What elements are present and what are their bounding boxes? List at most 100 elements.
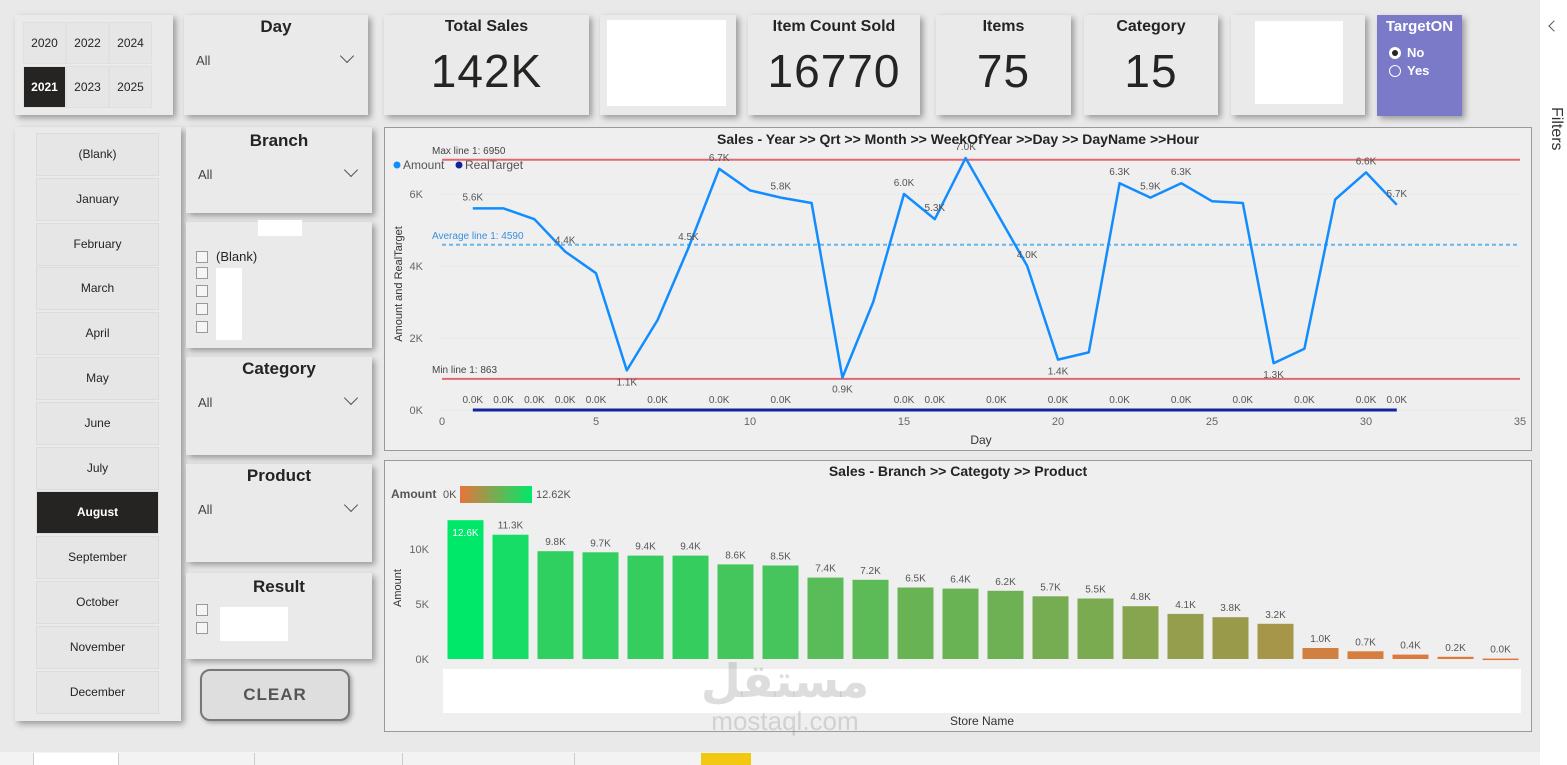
target-data-label: 0.0K xyxy=(524,395,545,406)
product-dropdown[interactable]: All xyxy=(186,497,372,524)
month-button-december[interactable]: December xyxy=(37,671,158,713)
reference-line-label: Max line 1: 6950 xyxy=(432,146,506,157)
kpi-item-count: Item Count Sold 16770 xyxy=(748,15,920,115)
branch-slicer: Branch All xyxy=(186,127,372,213)
year-button-2025[interactable]: 2025 xyxy=(110,67,151,107)
year-button-2022[interactable]: 2022 xyxy=(67,23,108,63)
bar-data-label: 12.6K xyxy=(452,528,478,539)
data-label: 5.9K xyxy=(1140,182,1161,193)
target-option-yes[interactable]: Yes xyxy=(1389,63,1429,78)
legend-label: Amount xyxy=(403,158,445,172)
year-button-2023[interactable]: 2023 xyxy=(67,67,108,107)
month-button-october[interactable]: October xyxy=(37,582,158,623)
page-tab-active[interactable] xyxy=(701,753,751,765)
target-option-yes-label: Yes xyxy=(1407,63,1430,78)
bar-data-label: 9.7K xyxy=(590,538,611,549)
y-axis-label: Amount and RealTarget xyxy=(393,226,405,342)
bar xyxy=(1482,658,1519,661)
data-label: 6.3K xyxy=(1109,167,1130,178)
x-tick-label: 30 xyxy=(1360,416,1372,428)
blank-card-2-content xyxy=(1255,21,1343,104)
checkbox-icon[interactable] xyxy=(196,303,208,315)
bar xyxy=(627,555,664,659)
branch-dropdown-value: All xyxy=(198,167,213,182)
zone-item-blank[interactable]: (Blank) xyxy=(196,249,257,264)
legend-max-label: 12.62K xyxy=(536,489,572,501)
checkbox-icon[interactable] xyxy=(196,321,208,333)
target-data-label: 0.0K xyxy=(771,395,792,406)
y-tick-label: 0K xyxy=(416,654,430,666)
x-tick-label: 5 xyxy=(593,416,599,428)
checkbox-icon[interactable] xyxy=(196,285,208,297)
year-button-2020[interactable]: 2020 xyxy=(24,23,65,63)
data-label: 5.8K xyxy=(771,182,792,193)
legend-marker xyxy=(393,161,401,169)
result-slicer: Result xyxy=(186,573,372,659)
month-button-august[interactable]: August xyxy=(37,492,158,534)
checkbox-icon[interactable] xyxy=(196,622,208,634)
page-tab[interactable] xyxy=(402,753,403,765)
month-button-february[interactable]: February xyxy=(37,223,158,265)
branch-dropdown[interactable]: All xyxy=(186,162,372,189)
bar-data-label: 0.7K xyxy=(1355,637,1376,648)
checkbox-icon[interactable] xyxy=(196,604,208,616)
bar xyxy=(762,565,799,659)
bar xyxy=(1077,598,1114,659)
bar-chart: Amount 0K 12.62K 0K 5K 10K Amount 12.6K 11.3K 9.8… xyxy=(391,486,1521,728)
chevron-down-icon xyxy=(343,497,359,513)
kpi-category-value: 15 xyxy=(1124,45,1178,97)
x-tick-label: 0 xyxy=(439,416,445,428)
page-tab[interactable] xyxy=(574,753,575,765)
target-data-label: 0.0K xyxy=(1356,395,1377,406)
target-data-label: 0.0K xyxy=(709,395,730,406)
bar-chart-card: Sales - Branch >> Categoty >> Product Am… xyxy=(384,460,1532,732)
bar-data-label: 4.8K xyxy=(1130,592,1151,603)
page-tab[interactable] xyxy=(33,753,119,765)
month-button-november[interactable]: November xyxy=(37,626,158,668)
target-data-label: 0.0K xyxy=(647,395,668,406)
month-button-april[interactable]: April xyxy=(37,313,158,355)
page-tab[interactable] xyxy=(254,753,255,765)
collapse-chevron-icon[interactable] xyxy=(1548,20,1560,32)
category-dropdown[interactable]: All xyxy=(186,390,372,417)
bar-data-label: 3.8K xyxy=(1220,603,1241,614)
target-data-label: 0.0K xyxy=(894,395,915,406)
clear-button[interactable]: CLEAR xyxy=(200,669,350,721)
blank-card-2 xyxy=(1231,15,1365,115)
month-button-september[interactable]: September xyxy=(37,537,158,579)
day-dropdown[interactable]: All xyxy=(184,45,368,75)
month-button-may[interactable]: May xyxy=(37,358,158,399)
kpi-items: Items 75 xyxy=(936,15,1071,115)
bar-data-label: 0.4K xyxy=(1400,641,1421,652)
month-button-june[interactable]: June xyxy=(37,402,158,444)
bar xyxy=(537,551,574,659)
kpi-category: Category 15 xyxy=(1084,15,1218,115)
x-tick-label: 10 xyxy=(744,416,756,428)
target-option-no-label: No xyxy=(1407,45,1425,60)
bar xyxy=(942,588,979,659)
category-dropdown-value: All xyxy=(198,395,213,410)
bar-data-label: 9.8K xyxy=(545,537,566,548)
bar xyxy=(672,555,709,659)
month-button-blank[interactable]: (Blank) xyxy=(37,134,158,175)
target-data-label: 0.0K xyxy=(1171,395,1192,406)
data-label: 5.3K xyxy=(925,203,946,214)
target-data-label: 0.0K xyxy=(925,395,946,406)
bar-data-label: 6.2K xyxy=(995,577,1016,588)
y-tick-label: 2K xyxy=(410,333,424,345)
year-button-2024[interactable]: 2024 xyxy=(110,23,151,63)
bar-data-label: 7.2K xyxy=(860,566,881,577)
bar-data-label: 11.3K xyxy=(498,521,524,532)
filters-pane[interactable]: Filters xyxy=(1540,0,1567,765)
bar-data-label: 6.5K xyxy=(905,574,926,585)
month-button-july[interactable]: July xyxy=(37,447,158,489)
month-button-january[interactable]: January xyxy=(37,178,158,220)
checkbox-icon[interactable] xyxy=(196,267,208,279)
target-toggle: TargetON No Yes xyxy=(1377,15,1462,116)
x-tick-label: 35 xyxy=(1514,416,1526,428)
bar-data-label: 5.5K xyxy=(1085,585,1106,596)
bar xyxy=(1347,651,1384,659)
month-button-march[interactable]: March xyxy=(37,268,158,310)
year-button-2021[interactable]: 2021 xyxy=(24,67,65,107)
target-option-no[interactable]: No xyxy=(1389,45,1424,60)
